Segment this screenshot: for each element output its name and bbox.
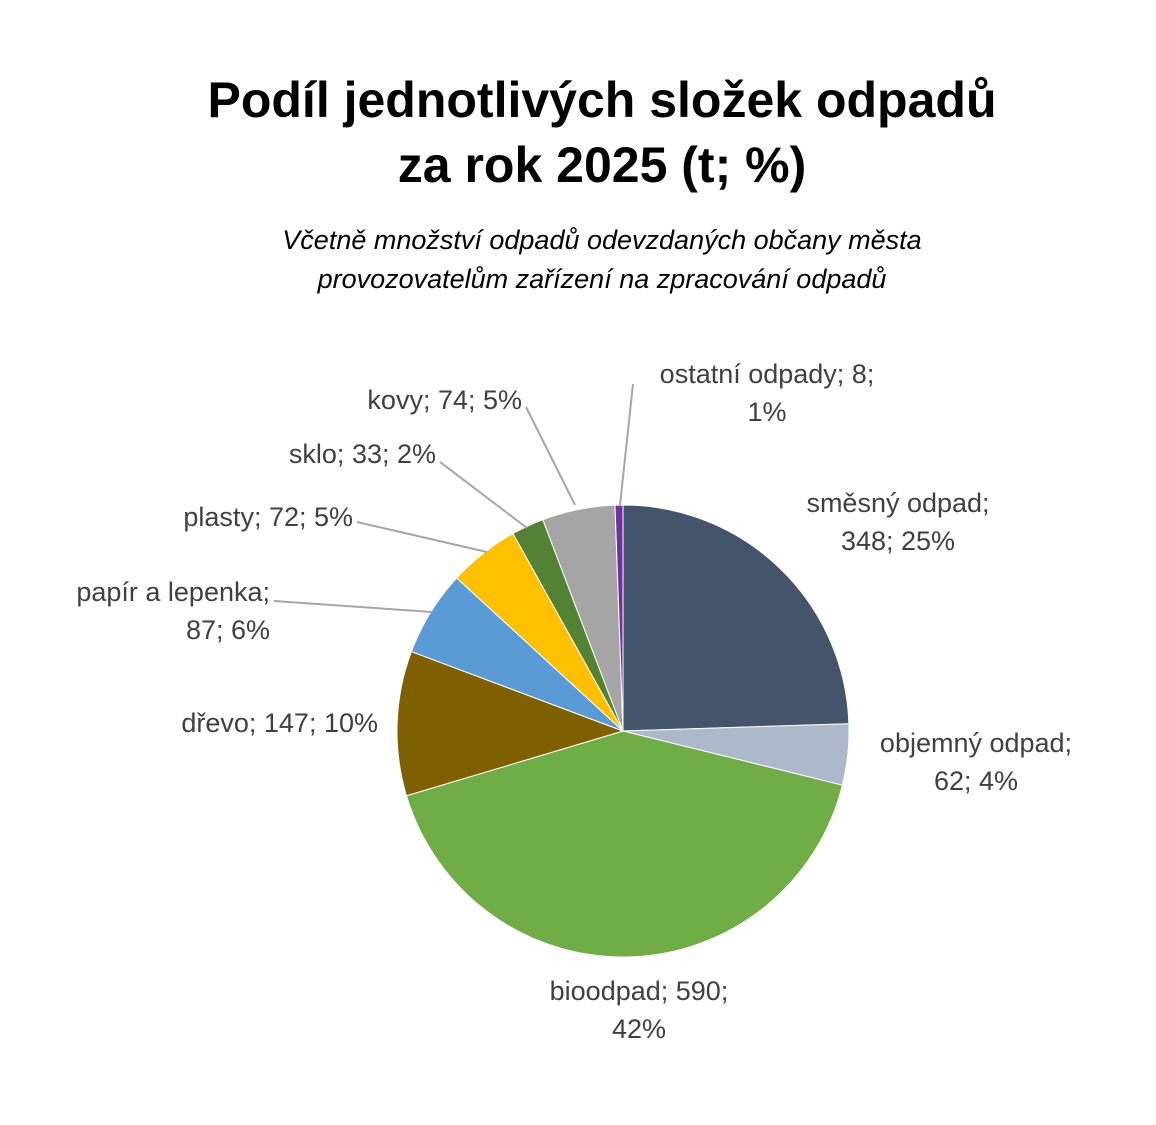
data-label-drevo-line-1: dřevo; 147; 10% [181, 708, 378, 738]
data-label-kovy-line-1: kovy; 74; 5% [367, 385, 522, 415]
leader-lines [273, 383, 634, 613]
pie-slice-ostatni-odpady [614, 504, 624, 732]
chart-subtitle-line-1: Včetně množství odpadů odevzdaných občan… [282, 225, 921, 255]
data-label-sklo-line-1: sklo; 33; 2% [289, 439, 436, 469]
data-label-objemny-odpad-line-1: objemný odpad; [880, 728, 1072, 758]
leader-line-papir-a-lepenka [273, 600, 433, 613]
data-label-bioodpad-line-2: 42% [612, 1014, 666, 1044]
data-label-ostatni-odpady-line-1: ostatní odpady; 8; [660, 359, 875, 389]
pie-slices [396, 504, 850, 958]
pie-slice-smesny-odpad [622, 504, 850, 732]
leader-line-ostatni-odpady [619, 383, 634, 506]
data-label-bioodpad-line-1: bioodpad; 590; [550, 976, 729, 1006]
chart-title-line-2: za rok 2025 (t; %) [398, 137, 806, 193]
chart-title-line-1: Podíl jednotlivých složek odpadů [208, 72, 997, 128]
data-label-ostatni-odpady-line-2: 1% [747, 397, 786, 427]
data-label-papir-a-lepenka-line-2: 87; 6% [186, 615, 270, 645]
data-label-papir-a-lepenka-line-1: papír a lepenka; [76, 577, 270, 607]
chart-subtitle-line-2: provozovatelům zařízení na zpracování od… [317, 264, 887, 294]
leader-line-sklo [439, 461, 528, 529]
pie-slice-bioodpad [405, 730, 844, 958]
leader-line-kovy [525, 406, 576, 506]
pie-slice-drevo [396, 650, 625, 797]
data-labels: směsný odpad; 348; 25% objemný odpad; 62; 4… [76, 359, 1072, 1044]
data-label-plasty-line-1: plasty; 72; 5% [183, 502, 353, 532]
chart-titles: Podíl jednotlivých složek odpadů za rok … [208, 72, 997, 294]
leader-line-plasty [356, 521, 488, 553]
data-label-smesny-odpad-line-1: směsný odpad; [806, 488, 989, 518]
data-label-smesny-odpad-line-2: 348; 25% [841, 526, 955, 556]
data-label-objemny-odpad-line-2: 62; 4% [934, 766, 1018, 796]
